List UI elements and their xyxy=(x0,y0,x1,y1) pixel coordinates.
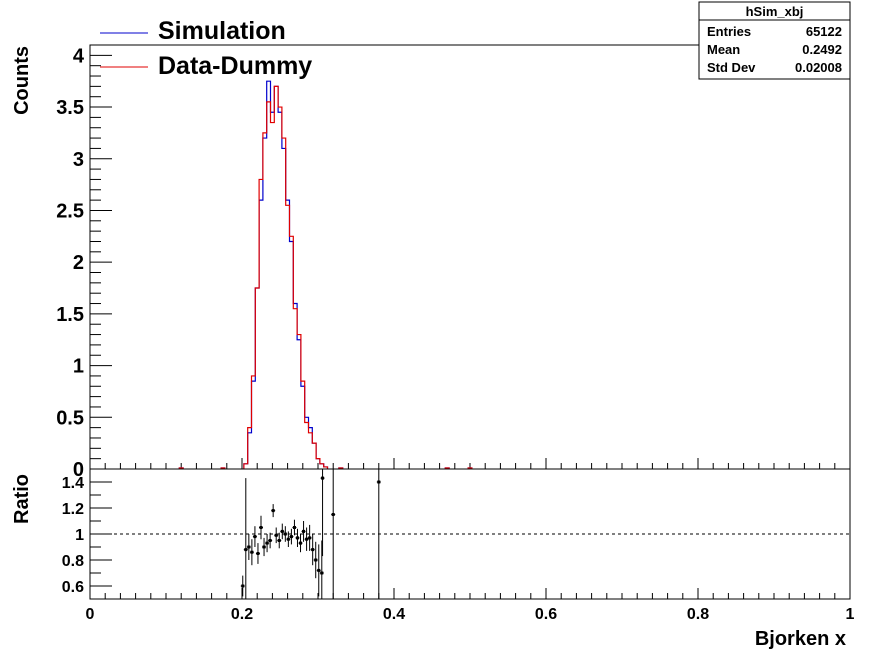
stats-mean-label: Mean xyxy=(707,42,740,57)
ratio-point xyxy=(256,552,260,555)
stats-mean-value: 0.2492 xyxy=(802,42,842,57)
histogram-series-data-dummy xyxy=(178,85,473,469)
upper-histogram-pad: 0 0.5 1 1.5 2 2.5 3 3.5 4 xyxy=(56,44,851,481)
lower-y-axis-title: Ratio xyxy=(11,474,33,524)
legend-simulation-label: Simulation xyxy=(158,17,286,45)
ratio-point xyxy=(292,526,296,529)
x-tick-label: 0.8 xyxy=(687,606,709,623)
ratio-point xyxy=(247,545,251,549)
lower-ratio-pad: 0 0.2 0.4 0.6 0.8 1 0.6 0.8 1 1.2 1.4 xyxy=(62,468,855,623)
ratio-point xyxy=(377,480,381,484)
legend-data-dummy-label: Data-Dummy xyxy=(158,52,312,80)
ratio-point xyxy=(314,558,318,562)
upper-y-tick-label: 2 xyxy=(73,252,84,274)
histogram-series-simulation xyxy=(178,80,473,469)
x-axis-title: Bjorken x xyxy=(755,628,846,650)
ratio-point xyxy=(302,529,306,533)
upper-y-tick-label: 4 xyxy=(73,45,85,67)
ratio-point xyxy=(241,584,245,588)
ratio-point xyxy=(262,545,266,549)
stats-entries-label: Entries xyxy=(707,24,751,39)
ratio-point xyxy=(274,533,278,537)
ratio-point xyxy=(271,509,275,513)
x-tick-label: 0.2 xyxy=(231,606,253,623)
lower-y-tick-label: 0.8 xyxy=(62,553,84,570)
upper-y-tick-label: 3 xyxy=(73,149,84,171)
legend: Simulation Data-Dummy xyxy=(100,17,312,80)
upper-y-tick-label: 0.5 xyxy=(56,407,84,429)
x-tick-label: 0 xyxy=(86,606,95,623)
ratio-point xyxy=(321,476,325,480)
ratio-point xyxy=(299,541,303,545)
ratio-point xyxy=(277,539,281,542)
ratio-point xyxy=(253,535,257,539)
ratio-point xyxy=(308,536,312,540)
upper-y-tick-label: 3.5 xyxy=(56,97,84,119)
ratio-point xyxy=(244,548,248,552)
ratio-point xyxy=(317,568,321,572)
x-tick-label: 1 xyxy=(846,606,855,623)
stats-box: hSim_xbj Entries 65122 Mean 0.2492 Std D… xyxy=(698,1,851,80)
upper-frame xyxy=(89,44,851,470)
ratio-point xyxy=(305,537,309,541)
ratio-point xyxy=(250,550,254,554)
ratio-point xyxy=(280,529,284,533)
upper-y-tick-label: 1.5 xyxy=(56,304,84,326)
ratio-point xyxy=(265,541,269,545)
stats-box-title: hSim_xbj xyxy=(746,4,804,19)
x-tick-label: 0.6 xyxy=(535,606,557,623)
upper-y-tick-label: 2.5 xyxy=(56,200,84,222)
ratio-point xyxy=(311,548,315,552)
lower-y-tick-label: 1 xyxy=(75,527,84,544)
lower-y-tick-label: 1.4 xyxy=(62,475,84,492)
upper-y-tick-label: 1 xyxy=(73,356,84,378)
lower-y-tick-label: 1.2 xyxy=(62,501,84,518)
ratio-point xyxy=(289,535,293,539)
upper-y-axis-title: Counts xyxy=(11,46,33,115)
ratio-point xyxy=(320,571,324,575)
upper-y-tick-label: 0 xyxy=(73,459,84,481)
x-tick-label: 0.4 xyxy=(383,606,405,623)
ratio-point xyxy=(283,532,287,536)
stats-entries-value: 65122 xyxy=(806,24,842,39)
ratio-point xyxy=(295,536,299,540)
ratio-point xyxy=(286,537,290,541)
ratio-point xyxy=(268,539,272,542)
stats-stddev-label: Std Dev xyxy=(707,60,756,75)
ratio-point xyxy=(259,526,263,529)
lower-y-tick-label: 0.6 xyxy=(62,579,84,596)
ratio-point xyxy=(331,513,335,516)
stats-stddev-value: 0.02008 xyxy=(795,60,842,75)
